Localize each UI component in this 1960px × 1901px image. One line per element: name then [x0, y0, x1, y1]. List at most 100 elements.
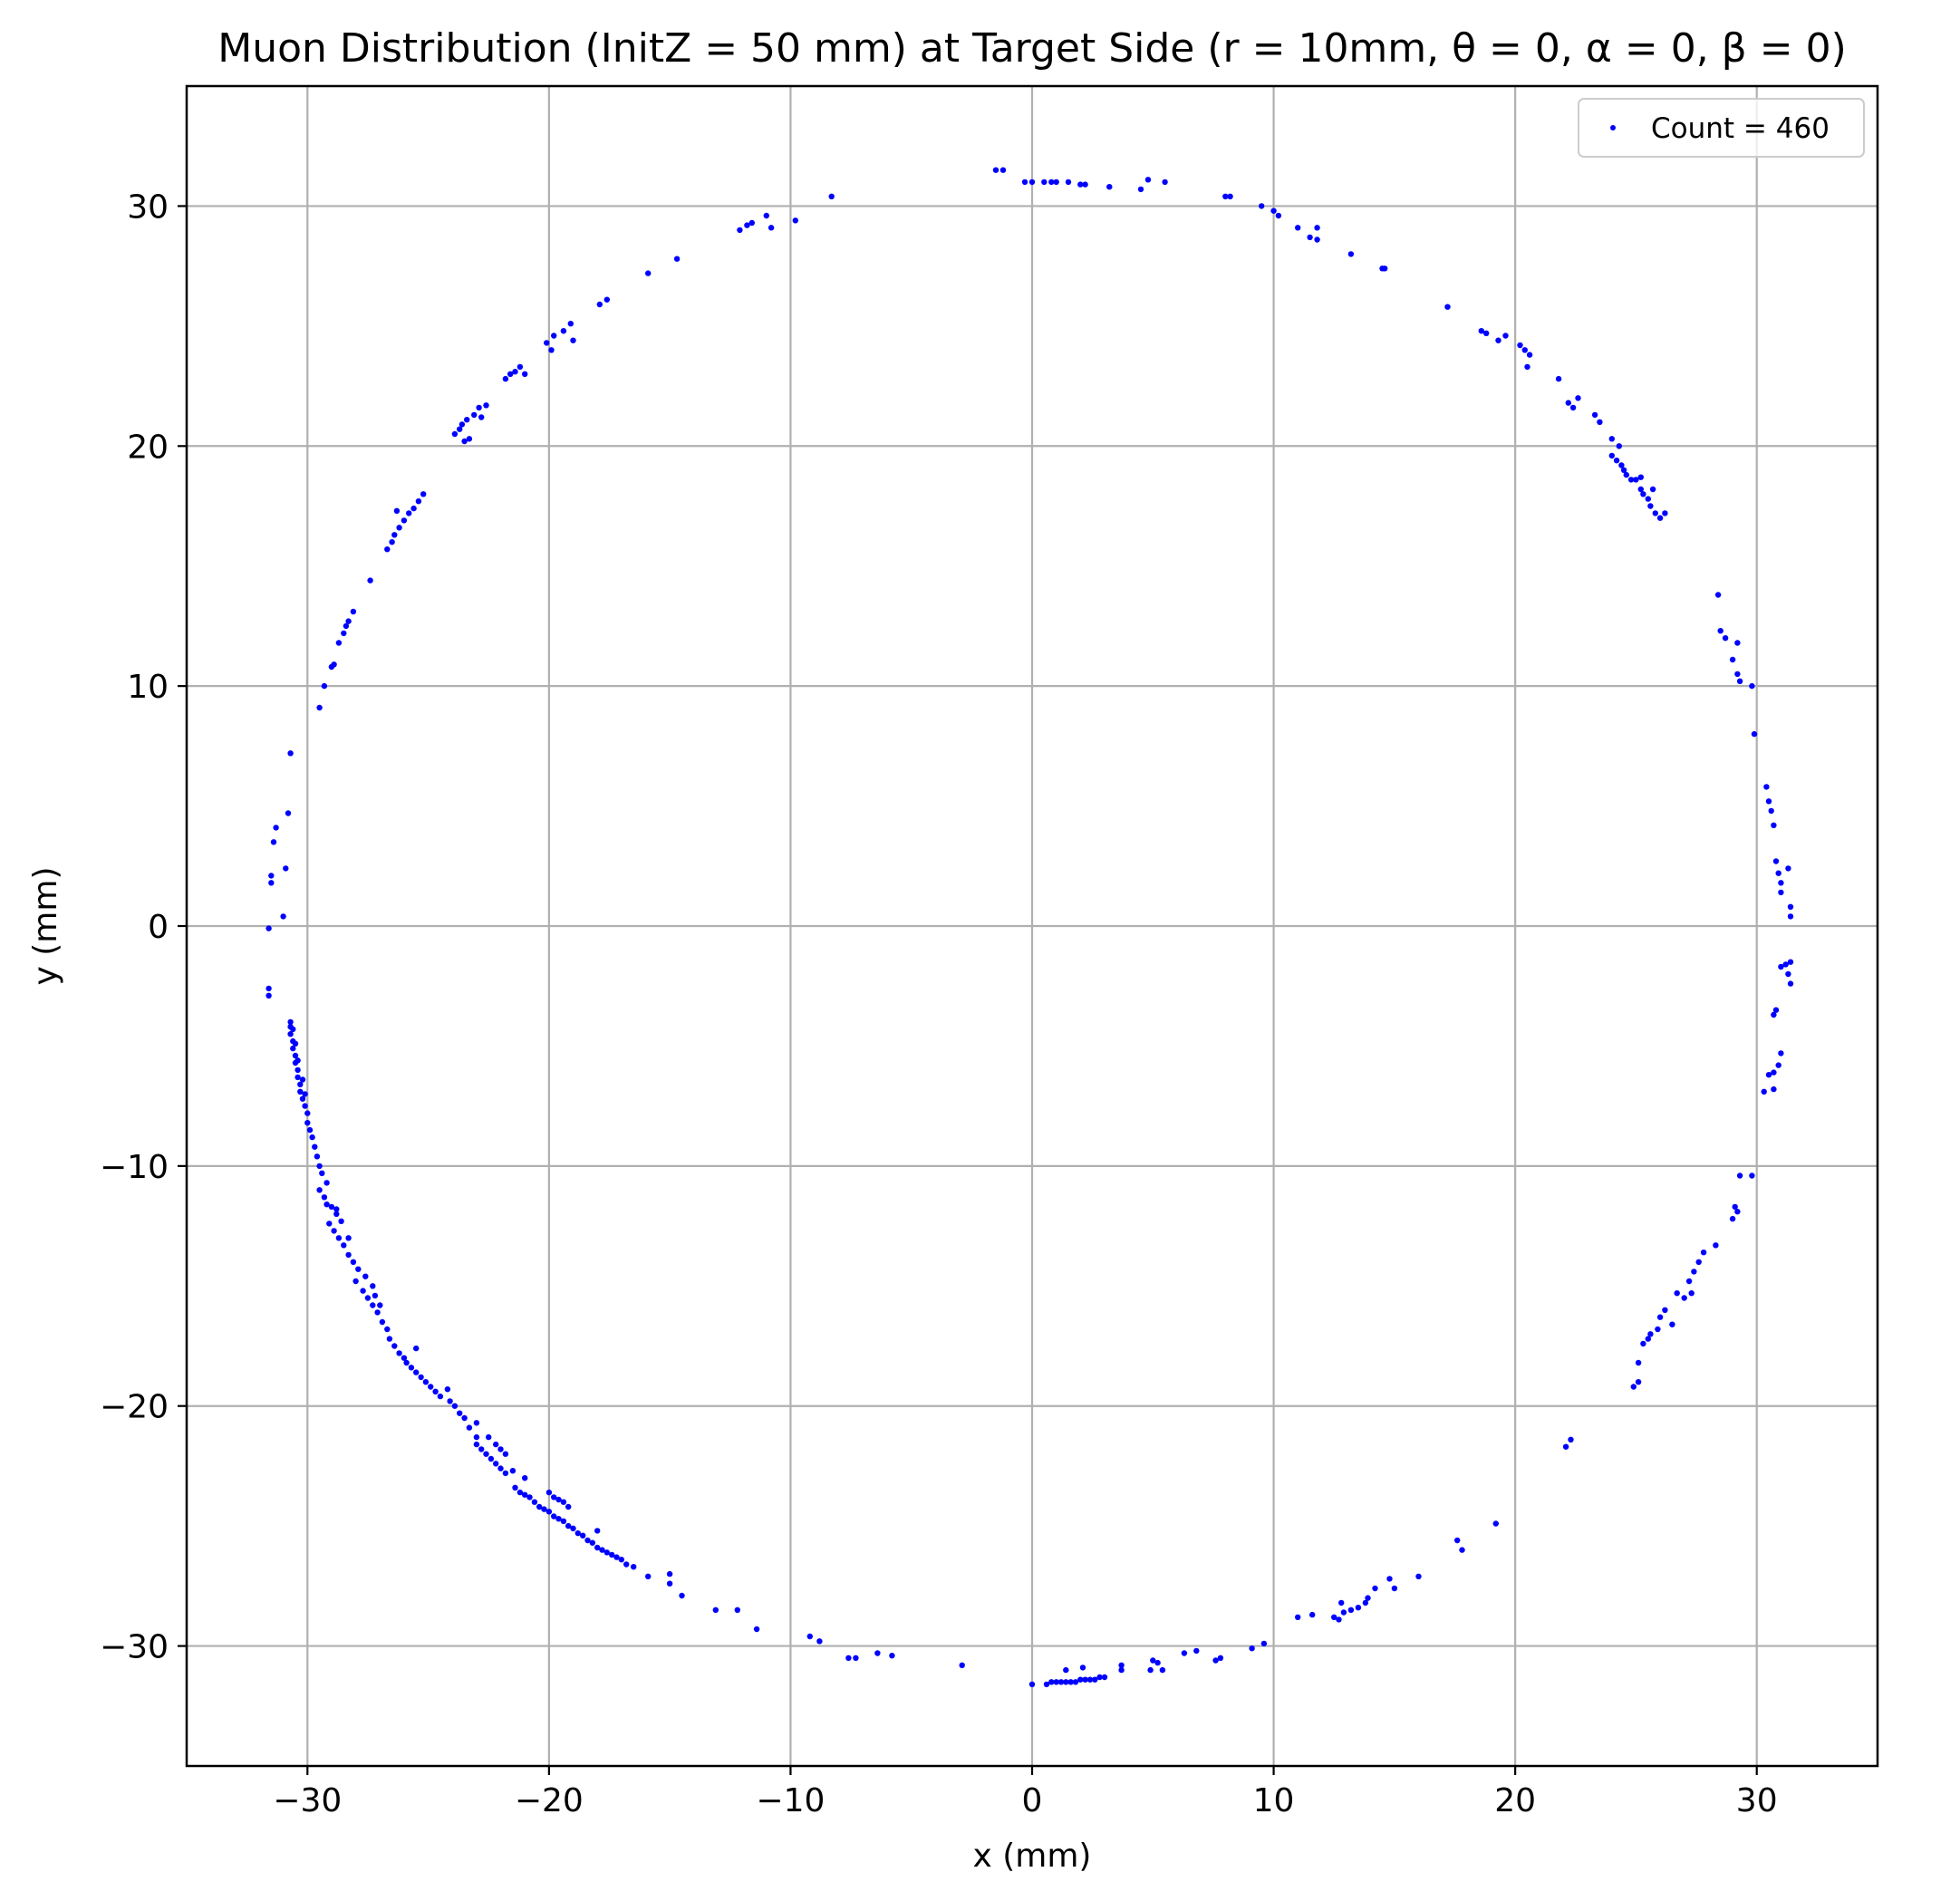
data-point [362, 1273, 369, 1279]
data-point [768, 225, 775, 231]
data-point [1386, 1576, 1393, 1582]
data-point [594, 1528, 601, 1534]
data-point [483, 1451, 489, 1457]
y-tick-label: −30 [100, 1629, 169, 1666]
data-point [1655, 1326, 1661, 1333]
data-point [1086, 1676, 1094, 1683]
data-point [806, 1633, 813, 1640]
data-point [345, 1251, 352, 1259]
data-point [1524, 363, 1530, 371]
data-point [1691, 1269, 1697, 1275]
data-point [1608, 436, 1616, 442]
data-point [1137, 186, 1144, 193]
data-point [1063, 1666, 1069, 1674]
data-point [486, 1433, 492, 1441]
data-point [1763, 784, 1770, 790]
data-point [853, 1655, 859, 1662]
data-point [874, 1650, 881, 1656]
data-point [266, 985, 272, 992]
data-point [323, 1180, 330, 1186]
data-point [393, 507, 401, 514]
data-point [364, 1295, 372, 1301]
scatter-points [266, 167, 1794, 1688]
data-point [321, 682, 328, 690]
data-point [478, 1446, 485, 1452]
data-point [560, 1518, 567, 1525]
data-point [266, 925, 272, 931]
data-point [536, 1503, 543, 1510]
data-point [338, 1218, 344, 1225]
data-point [287, 750, 294, 757]
data-point [548, 347, 555, 353]
data-point [555, 1496, 562, 1503]
data-point [1227, 193, 1233, 199]
data-point [1079, 1665, 1086, 1671]
data-point [1101, 1674, 1108, 1681]
data-point [1147, 1666, 1154, 1674]
data-point [1778, 880, 1784, 886]
data-point [580, 1532, 586, 1539]
x-tick-label: 0 [1022, 1782, 1043, 1819]
data-point [1270, 207, 1277, 214]
data-point [1521, 347, 1529, 353]
data-point [335, 1235, 343, 1241]
data-point [1656, 1314, 1664, 1320]
data-point [466, 1424, 473, 1431]
data-point [1021, 179, 1028, 186]
data-point [551, 1494, 557, 1501]
data-point [1787, 913, 1794, 920]
data-point [1065, 179, 1072, 186]
data-point [679, 1592, 685, 1599]
data-point [473, 1441, 480, 1448]
data-point [294, 1066, 301, 1074]
data-point [1295, 1614, 1301, 1621]
data-point [502, 1470, 509, 1477]
data-point [1057, 1679, 1065, 1685]
data-point [345, 1235, 352, 1241]
x-tick-label: 10 [1253, 1782, 1295, 1819]
data-point [1608, 452, 1616, 459]
data-point [596, 301, 603, 308]
data-point [1674, 1290, 1680, 1297]
data-point [1662, 1307, 1668, 1314]
data-point [565, 1503, 572, 1510]
data-point [1637, 474, 1645, 480]
data-point [451, 1403, 459, 1409]
data-point [415, 498, 422, 505]
data-point [1154, 1659, 1161, 1666]
data-point [1362, 1599, 1369, 1607]
x-tick-labels: −30 −20 −10 0 10 20 30 [273, 1782, 1777, 1819]
data-point [294, 1074, 301, 1081]
data-point [471, 411, 478, 419]
data-point [1495, 337, 1501, 343]
data-point [1765, 1072, 1772, 1078]
data-point [1722, 635, 1729, 642]
data-point [326, 1221, 333, 1227]
data-point [432, 1388, 439, 1395]
data-point [374, 1309, 381, 1316]
data-point [377, 1302, 383, 1308]
data-point [609, 1551, 615, 1558]
data-point [1340, 1609, 1347, 1616]
data-point [1637, 486, 1645, 493]
y-tick-label: 10 [127, 669, 169, 706]
data-point [290, 1026, 296, 1033]
legend-box [1578, 98, 1865, 158]
data-point [1775, 1062, 1781, 1068]
data-point [1193, 1647, 1200, 1655]
data-point [406, 510, 412, 516]
data-point [1314, 225, 1320, 231]
y-tick-labels: −30 −20 −10 0 10 20 30 [100, 188, 169, 1665]
data-point [266, 992, 272, 999]
legend: Count = 460 [1578, 98, 1865, 158]
data-point [1591, 411, 1598, 419]
data-point [1736, 678, 1743, 684]
data-point [551, 1513, 557, 1520]
data-point [372, 1292, 379, 1299]
data-point [1645, 496, 1652, 502]
data-point [507, 371, 514, 377]
data-point [551, 333, 557, 339]
data-point [1048, 179, 1055, 186]
data-point [1096, 1674, 1103, 1681]
data-point [1772, 858, 1780, 864]
